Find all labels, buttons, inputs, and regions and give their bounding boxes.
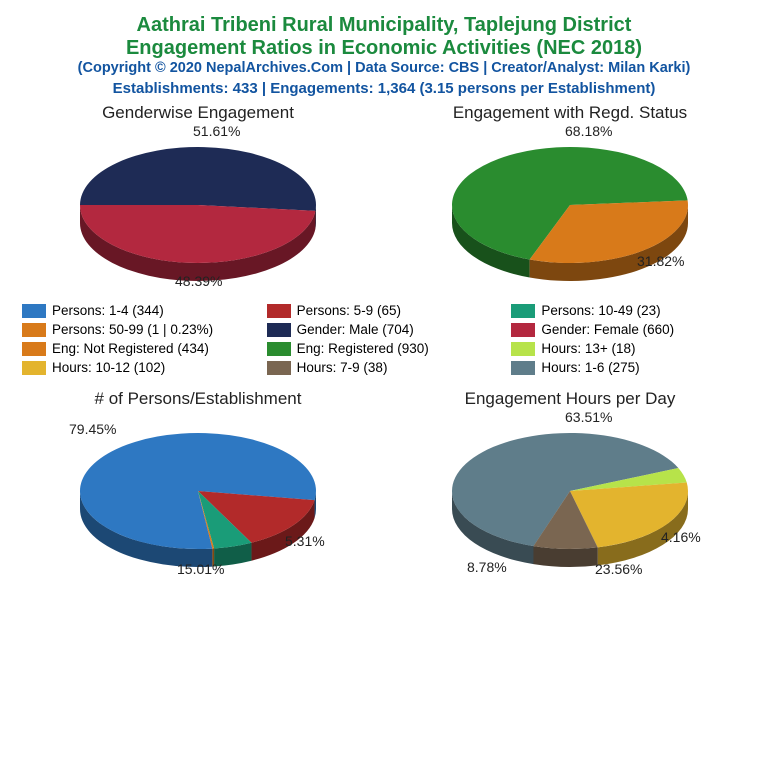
legend-item: Hours: 10-12 (102): [22, 360, 257, 375]
pie-wrap: 51.61% 48.39%: [63, 125, 333, 295]
pie-label: 79.45%: [69, 421, 116, 437]
chart-hours: Engagement Hours per Day 63.51% 4.16% 23.5…: [390, 389, 750, 581]
pie-label: 15.01%: [177, 561, 224, 577]
legend-swatch: [267, 323, 291, 337]
legend-swatch: [22, 304, 46, 318]
chart-gender: Genderwise Engagement 51.61% 48.39%: [18, 103, 378, 295]
subtitle: (Copyright © 2020 NepalArchives.Com | Da…: [18, 60, 750, 76]
legend-label: Gender: Male (704): [297, 322, 414, 337]
chart-title: Engagement with Regd. Status: [453, 103, 687, 123]
legend-swatch: [267, 361, 291, 375]
chart-regd: Engagement with Regd. Status 68.18% 31.82…: [390, 103, 750, 295]
legend-swatch: [267, 342, 291, 356]
chart-title: # of Persons/Establishment: [95, 389, 302, 409]
pie-label: 8.78%: [467, 559, 507, 575]
pie-wrap: 68.18% 31.82%: [435, 125, 705, 295]
legend-item: Hours: 13+ (18): [511, 341, 746, 356]
pie-slice: [80, 147, 316, 211]
pie-label: 4.16%: [661, 529, 701, 545]
main-title-line2: Engagement Ratios in Economic Activities…: [18, 37, 750, 60]
legend-item: Eng: Registered (930): [267, 341, 502, 356]
chart-persons: # of Persons/Establishment 79.45% 15.01% 5…: [18, 389, 378, 581]
pie-wrap: 63.51% 4.16% 23.56% 8.78%: [435, 411, 705, 581]
legend-swatch: [22, 342, 46, 356]
legend-swatch: [22, 361, 46, 375]
legend-item: Gender: Female (660): [511, 322, 746, 337]
legend-swatch: [511, 323, 535, 337]
pie-label: 23.56%: [595, 561, 642, 577]
chart-title: Genderwise Engagement: [102, 103, 294, 123]
chart-title: Engagement Hours per Day: [465, 389, 676, 409]
pie-svg: [435, 411, 705, 581]
legend-item: Gender: Male (704): [267, 322, 502, 337]
legend-label: Eng: Registered (930): [297, 341, 429, 356]
legend-swatch: [511, 304, 535, 318]
pie-label: 63.51%: [565, 409, 612, 425]
legend-item: Persons: 10-49 (23): [511, 303, 746, 318]
legend-label: Gender: Female (660): [541, 322, 674, 337]
pie-label: 68.18%: [565, 123, 612, 139]
legend-label: Persons: 10-49 (23): [541, 303, 660, 318]
legend-label: Persons: 1-4 (344): [52, 303, 164, 318]
pie-label: 51.61%: [193, 123, 240, 139]
pie-label: 48.39%: [175, 273, 222, 289]
legend-swatch: [511, 342, 535, 356]
legend-swatch: [511, 361, 535, 375]
legend-item: Persons: 1-4 (344): [22, 303, 257, 318]
legend-label: Persons: 5-9 (65): [297, 303, 401, 318]
legend-label: Hours: 1-6 (275): [541, 360, 639, 375]
pie-label: 31.82%: [637, 253, 684, 269]
legend-swatch: [22, 323, 46, 337]
legend-item: Hours: 7-9 (38): [267, 360, 502, 375]
legend-label: Hours: 7-9 (38): [297, 360, 388, 375]
legend: Persons: 1-4 (344) Persons: 5-9 (65) Perso…: [22, 303, 746, 375]
legend-swatch: [267, 304, 291, 318]
pie-svg: [435, 125, 705, 295]
pie-wrap: 79.45% 15.01% 5.31%: [63, 411, 333, 581]
stats-line: Establishments: 433 | Engagements: 1,364…: [18, 80, 750, 97]
legend-item: Persons: 5-9 (65): [267, 303, 502, 318]
pie-label: 5.31%: [285, 533, 325, 549]
legend-label: Hours: 10-12 (102): [52, 360, 165, 375]
top-row: Genderwise Engagement 51.61% 48.39% Engag…: [18, 103, 750, 295]
main-title-line1: Aathrai Tribeni Rural Municipality, Tapl…: [18, 14, 750, 37]
legend-item: Persons: 50-99 (1 | 0.23%): [22, 322, 257, 337]
legend-label: Persons: 50-99 (1 | 0.23%): [52, 322, 213, 337]
legend-item: Hours: 1-6 (275): [511, 360, 746, 375]
pie-svg: [63, 125, 333, 295]
legend-item: Eng: Not Registered (434): [22, 341, 257, 356]
bottom-row: # of Persons/Establishment 79.45% 15.01% 5…: [18, 389, 750, 581]
legend-label: Eng: Not Registered (434): [52, 341, 209, 356]
legend-label: Hours: 13+ (18): [541, 341, 635, 356]
